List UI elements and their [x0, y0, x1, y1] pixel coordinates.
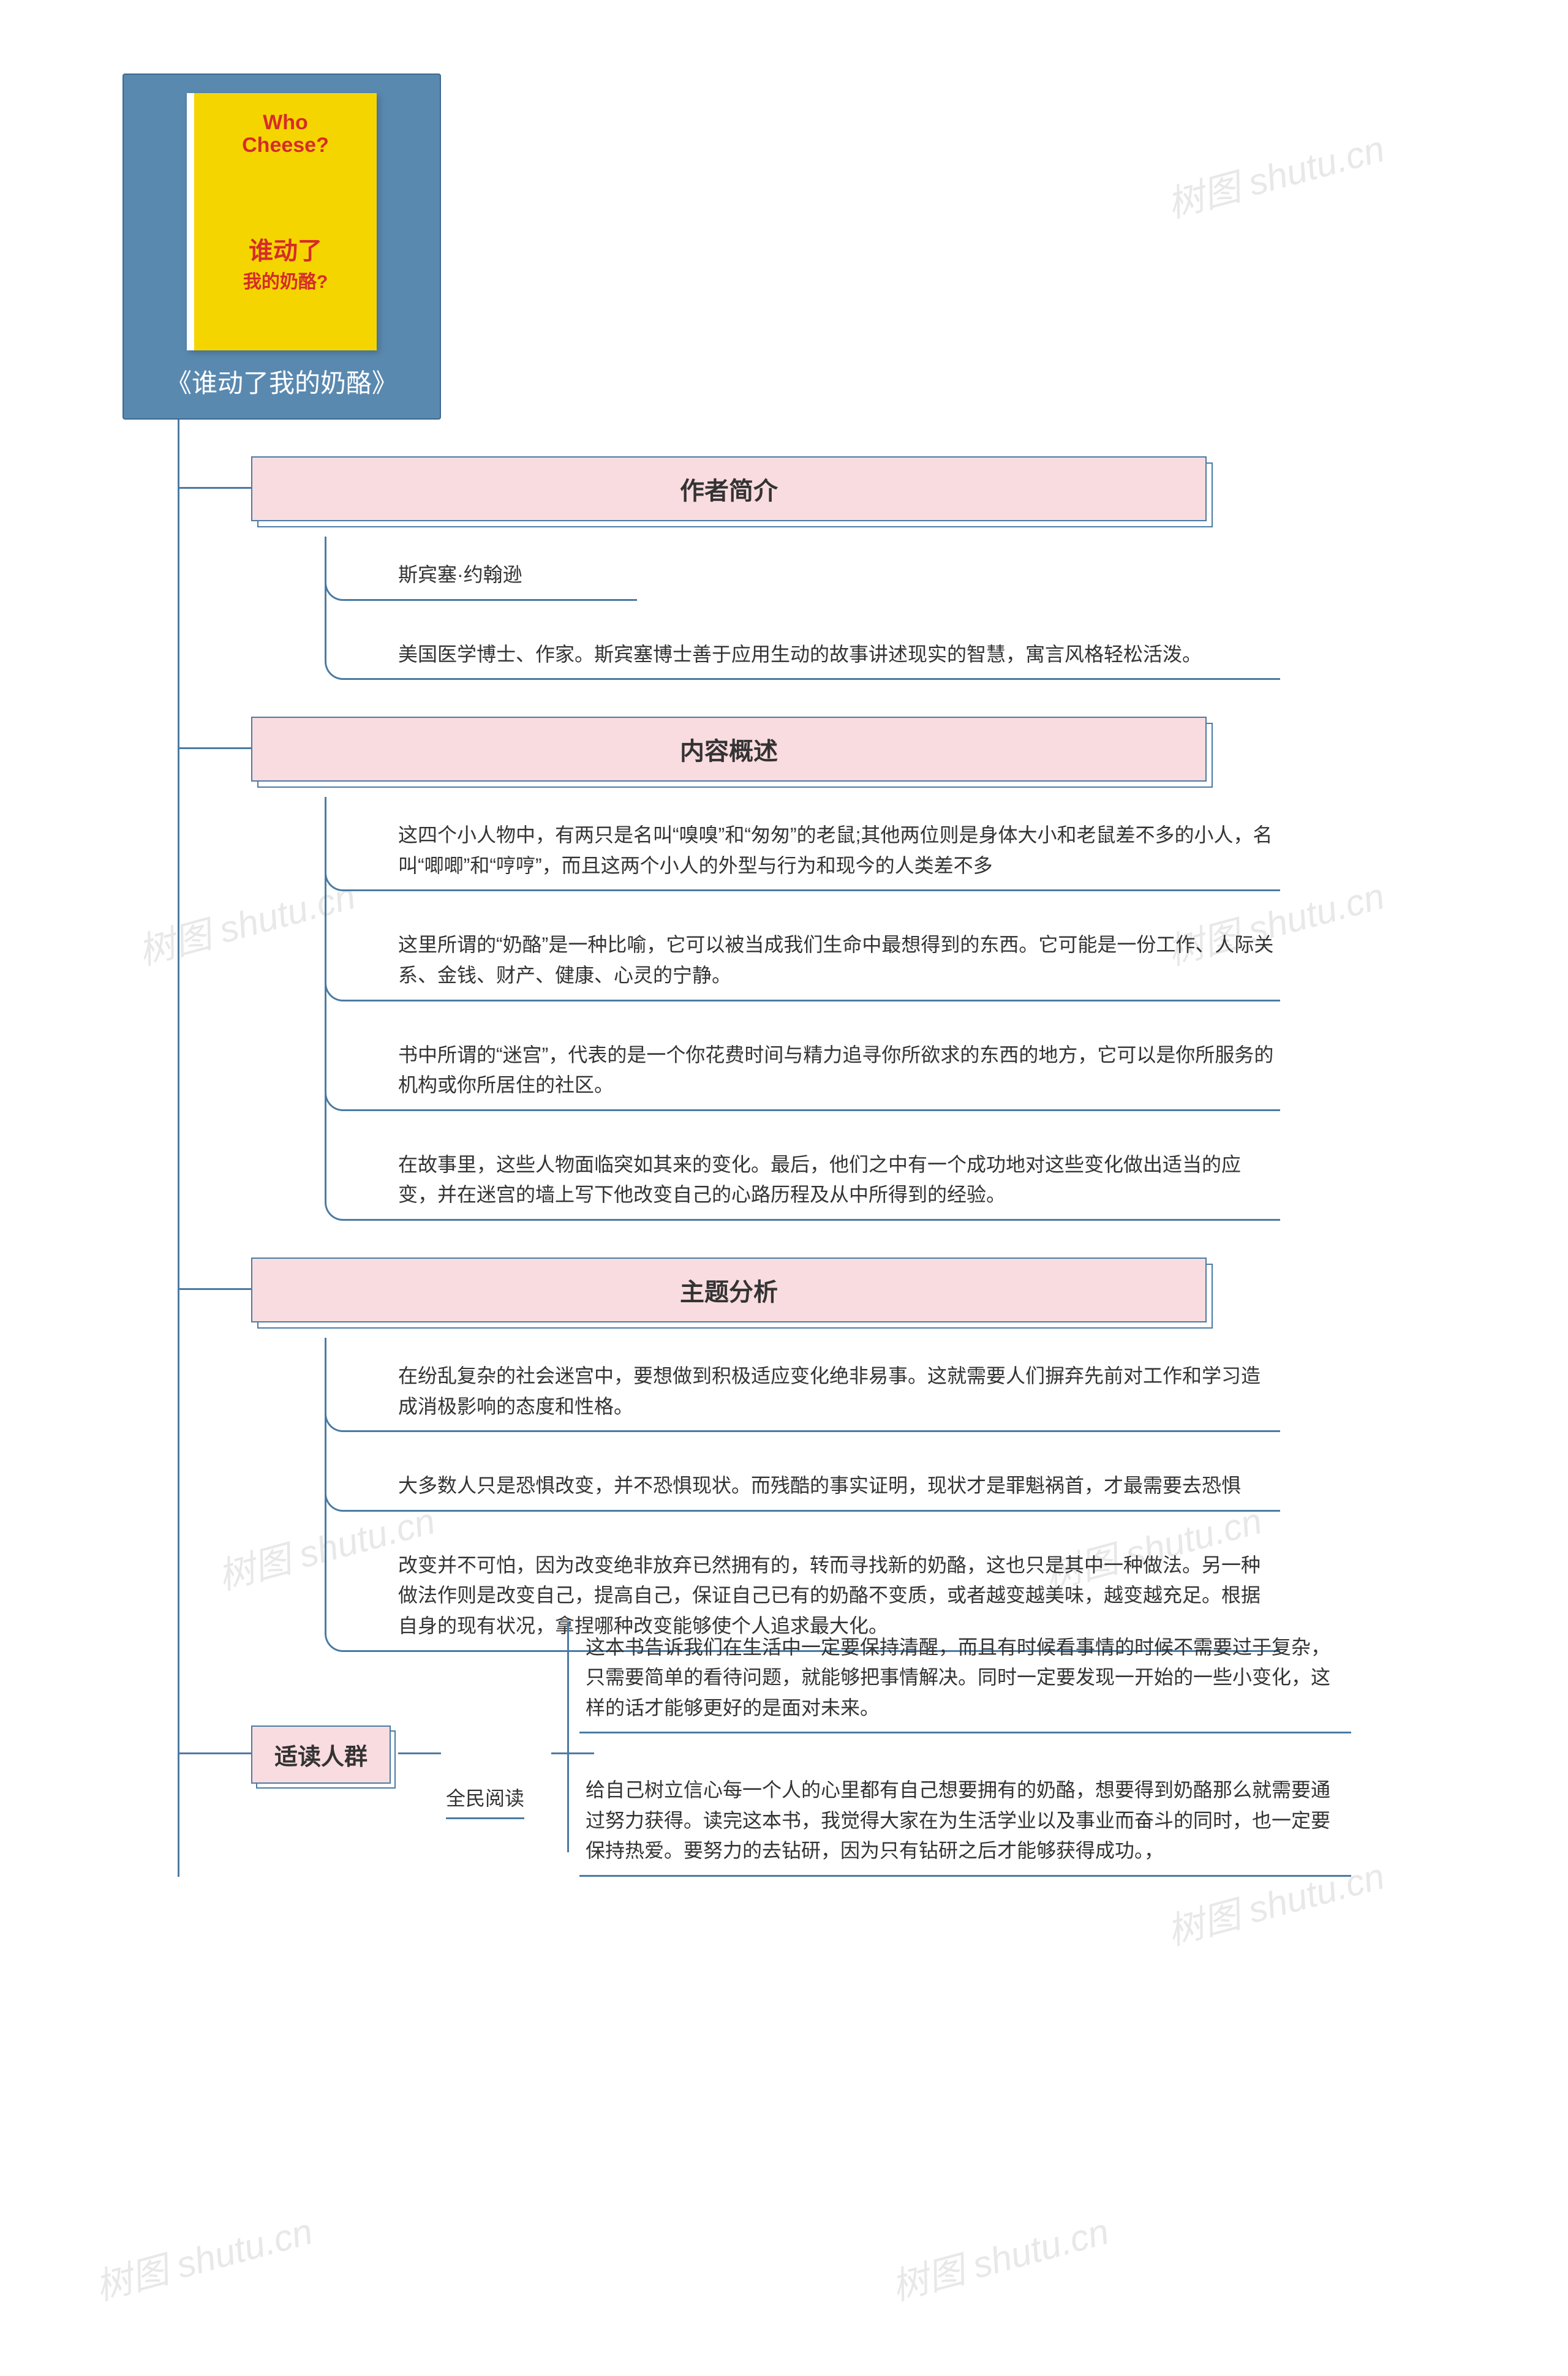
connector: [325, 643, 392, 680]
watermark: 树图 shutu.cn: [1161, 119, 1390, 228]
section-header[interactable]: 主题分析: [251, 1258, 1207, 1322]
connector: [325, 564, 392, 601]
children: 在纷乱复杂的社会迷宫中，要想做到积极适应变化绝非易事。这就需要人们摒弃先前对工作…: [325, 1356, 1446, 1652]
section-header[interactable]: 内容概述: [251, 717, 1207, 782]
connector: [178, 1752, 251, 1754]
audience-item[interactable]: 给自己树立信心每一个人的心里都有自己想要拥有的奶酪，想要得到奶酪那么就需要通过努…: [579, 1770, 1351, 1877]
child-node[interactable]: 在纷乱复杂的社会迷宫中，要想做到积极适应变化绝非易事。这就需要人们摒弃先前对工作…: [392, 1356, 1280, 1432]
connector: [325, 1074, 392, 1111]
cover-en-1: Who: [206, 111, 364, 134]
child-node[interactable]: 这里所谓的“奶酪”是一种比喻，它可以被当成我们生命中最想得到的东西。它可能是一份…: [392, 925, 1280, 1001]
child-node[interactable]: 美国医学博士、作家。斯宾塞博士善于应用生动的故事讲述现实的智慧，寓言风格轻松活泼…: [392, 635, 1280, 681]
child-node[interactable]: 大多数人只是恐惧改变，并不恐惧现状。而残酷的事实证明，现状才是罪魁祸首，才最需要…: [392, 1466, 1280, 1512]
audience-items: 这本书告诉我们在生活中一定要保持清醒，而且有时候看事情的时候不需要过于复杂，只需…: [579, 1725, 1446, 1877]
book-cover: Who Cheese? 谁动了 我的奶酪?: [187, 93, 377, 350]
sections-container: 作者简介斯宾塞·约翰逊美国医学博士、作家。斯宾塞博士善于应用生动的故事讲述现实的…: [178, 420, 1446, 1652]
section: 主题分析在纷乱复杂的社会迷宫中，要想做到积极适应变化绝非易事。这就需要人们摒弃先…: [178, 1221, 1446, 1652]
child-node[interactable]: 在故事里，这些人物面临突如其来的变化。最后，他们之中有一个成功地对这些变化做出适…: [392, 1145, 1280, 1221]
child-node[interactable]: 斯宾塞·约翰逊: [392, 555, 637, 601]
connector: [325, 1475, 392, 1512]
connector: [325, 965, 392, 1001]
cover-cn-1: 谁动了: [206, 231, 364, 266]
section-header[interactable]: 作者简介: [251, 456, 1207, 521]
connector: [178, 747, 251, 749]
connector: [325, 854, 392, 891]
section: 内容概述这四个小人物中，有两只是名叫“嗅嗅”和“匆匆”的老鼠;其他两位则是身体大…: [178, 680, 1446, 1221]
audience-spine: [567, 1621, 569, 1853]
connector: [178, 1288, 251, 1290]
mindmap-canvas: 树图 shutu.cn树图 shutu.cn树图 shutu.cn树图 shut…: [0, 0, 1568, 2376]
root-title: 《谁动了我的奶酪》: [142, 363, 421, 400]
connector: [178, 487, 251, 489]
tree-area: 作者简介斯宾塞·约翰逊美国医学博士、作家。斯宾塞博士善于应用生动的故事讲述现实的…: [178, 420, 1446, 1877]
audience-mid: 全民阅读: [446, 1783, 524, 1819]
section: 作者简介斯宾塞·约翰逊美国医学博士、作家。斯宾塞博士善于应用生动的故事讲述现实的…: [178, 420, 1446, 680]
cover-cn-2: 我的奶酪?: [206, 266, 364, 293]
audience-row: 适读人群 全民阅读 这本书告诉我们在生活中一定要保持清醒，而且有时候看事情的时候…: [178, 1725, 1446, 1877]
watermark: 树图 shutu.cn: [89, 2201, 318, 2310]
cover-en-2: Cheese?: [206, 134, 364, 157]
root-node[interactable]: Who Cheese? 谁动了 我的奶酪? 《谁动了我的奶酪》: [123, 74, 441, 420]
children: 斯宾塞·约翰逊美国医学博士、作家。斯宾塞博士善于应用生动的故事讲述现实的智慧，寓…: [325, 555, 1446, 680]
connector: [398, 1752, 441, 1754]
connector: [325, 1184, 392, 1221]
child-node[interactable]: 这四个小人物中，有两只是名叫“嗅嗅”和“匆匆”的老鼠;其他两位则是身体大小和老鼠…: [392, 815, 1280, 891]
watermark: 树图 shutu.cn: [885, 2201, 1114, 2310]
audience-label[interactable]: 适读人群: [251, 1725, 391, 1784]
audience-item[interactable]: 这本书告诉我们在生活中一定要保持清醒，而且有时候看事情的时候不需要过于复杂，只需…: [579, 1627, 1351, 1734]
connector: [325, 1615, 392, 1652]
connector: [325, 1395, 392, 1432]
children: 这四个小人物中，有两只是名叫“嗅嗅”和“匆匆”的老鼠;其他两位则是身体大小和老鼠…: [325, 815, 1446, 1221]
child-spine: [325, 537, 326, 655]
child-node[interactable]: 书中所谓的“迷宫”，代表的是一个你花费时间与精力追寻你所欲求的东西的地方，它可以…: [392, 1035, 1280, 1111]
